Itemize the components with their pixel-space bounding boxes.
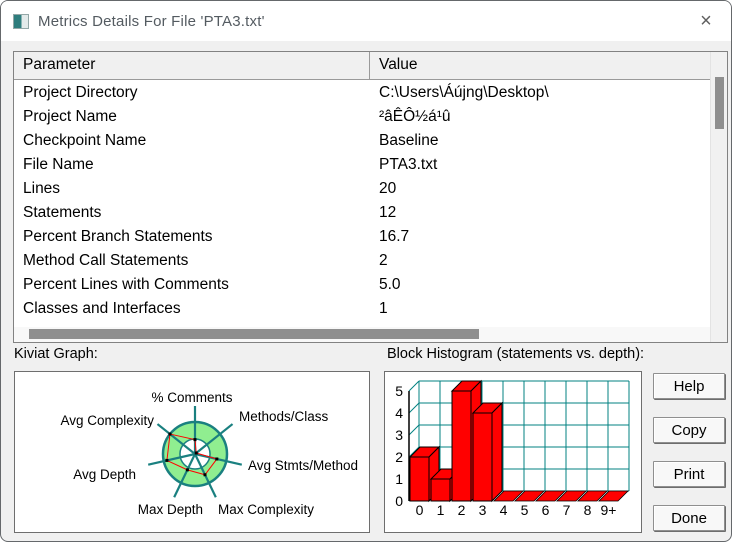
histogram-xtick-label: 3 [479, 502, 487, 518]
table-row[interactable]: Checkpoint Name Baseline [14, 129, 710, 153]
value-cell: ²âÊÔ½á¹û [379, 108, 451, 125]
table-row[interactable]: Statements 12 [14, 201, 710, 225]
histogram-ytick-label: 0 [395, 493, 403, 509]
table-row[interactable]: Percent Lines with Comments 5.0 [14, 273, 710, 297]
table-row[interactable]: Lines 20 [14, 177, 710, 201]
parameter-cell: Percent Lines with Comments [23, 276, 229, 293]
parameter-cell: File Name [23, 156, 94, 173]
kiviat-axis-label: Max Depth [138, 502, 203, 517]
kiviat-axis-label: Avg Depth [73, 467, 136, 482]
parameter-cell: Project Directory [23, 84, 138, 101]
column-header-parameter[interactable]: Parameter [23, 56, 96, 73]
horizontal-scrollbar[interactable] [14, 327, 710, 342]
table-body: Project Directory C:\Users\Áújng\Desktop\… [14, 81, 710, 327]
kiviat-chart: % Comments Methods/Class Avg Stmts/Method M… [60, 390, 358, 517]
histogram-xtick-label: 9+ [601, 502, 617, 518]
histogram-xtick-label: 2 [458, 502, 466, 518]
block-histogram-label: Block Histogram (statements vs. depth): [387, 346, 645, 362]
value-cell: 12 [379, 204, 397, 221]
done-button[interactable]: Done [653, 505, 725, 531]
value-cell: 20 [379, 180, 397, 197]
kiviat-axis-label: % Comments [151, 390, 232, 405]
histogram-xtick-label: 7 [563, 502, 571, 518]
histogram-ytick-label: 5 [395, 383, 403, 399]
parameter-cell: Statements [23, 204, 102, 221]
value-cell: 2 [379, 252, 388, 269]
histogram-xtick-label: 5 [521, 502, 529, 518]
vertical-scrollbar-thumb[interactable] [715, 77, 724, 129]
histogram-xtick-label: 0 [416, 502, 424, 518]
histogram-xtick-label: 6 [542, 502, 550, 518]
histogram-ytick-label: 2 [395, 449, 403, 465]
vertical-scrollbar[interactable] [710, 52, 727, 342]
column-header-value[interactable]: Value [379, 56, 418, 73]
value-cell: C:\Users\Áújng\Desktop\ [379, 84, 549, 101]
horizontal-scrollbar-thumb[interactable] [29, 329, 479, 339]
table-row[interactable]: File Name PTA3.txt [14, 153, 710, 177]
parameter-cell: Percent Branch Statements [23, 228, 213, 245]
histogram-xtick-label: 8 [584, 502, 592, 518]
help-button[interactable]: Help [653, 373, 725, 399]
column-divider[interactable] [369, 52, 370, 79]
value-cell: 1 [379, 300, 388, 317]
kiviat-axis-label: Max Complexity [218, 502, 314, 517]
parameter-cell: Checkpoint Name [23, 132, 147, 149]
parameter-cell: Method Call Statements [23, 252, 189, 269]
kiviat-axis-label: Avg Stmts/Method [248, 458, 358, 473]
table-row[interactable]: Project Directory C:\Users\Áújng\Desktop\ [14, 81, 710, 105]
copy-button[interactable]: Copy [653, 417, 725, 443]
histogram-xtick-label: 1 [437, 502, 445, 518]
close-icon[interactable]: × [700, 9, 712, 32]
value-cell: 5.0 [379, 276, 401, 293]
table-row[interactable]: Classes and Interfaces 1 [14, 297, 710, 321]
block-histogram-box: 0 1 2 3 4 5 0 1 2 3 4 5 6 7 8 9+ [384, 371, 642, 533]
kiviat-axis-label: Avg Complexity [60, 413, 154, 428]
histogram-xtick-label: 4 [500, 502, 508, 518]
window-title: Metrics Details For File 'PTA3.txt' [38, 12, 265, 30]
value-cell: 16.7 [379, 228, 410, 245]
parameter-cell: Lines [23, 180, 61, 197]
titlebar: Metrics Details For File 'PTA3.txt' × [1, 1, 731, 41]
parameter-cell: Classes and Interfaces [23, 300, 181, 317]
value-cell: Baseline [379, 132, 439, 149]
kiviat-axis-label: Methods/Class [239, 409, 329, 424]
table-row[interactable]: Percent Branch Statements 16.7 [14, 225, 710, 249]
kiviat-graph-box: % Comments Methods/Class Avg Stmts/Method M… [14, 371, 370, 533]
value-cell: PTA3.txt [379, 156, 438, 173]
metrics-table: Parameter Value Project Directory C:\User… [13, 51, 728, 343]
kiviat-graph-label: Kiviat Graph: [14, 346, 98, 362]
histogram-ytick-label: 4 [395, 405, 403, 421]
print-button[interactable]: Print [653, 461, 725, 487]
table-row[interactable]: Project Name ²âÊÔ½á¹û [14, 105, 710, 129]
table-row[interactable]: Method Call Statements 2 [14, 249, 710, 273]
table-header: Parameter Value [14, 52, 710, 80]
app-icon [13, 13, 29, 29]
histogram-ytick-label: 1 [395, 471, 403, 487]
parameter-cell: Project Name [23, 108, 117, 125]
histogram-ytick-label: 3 [395, 427, 403, 443]
